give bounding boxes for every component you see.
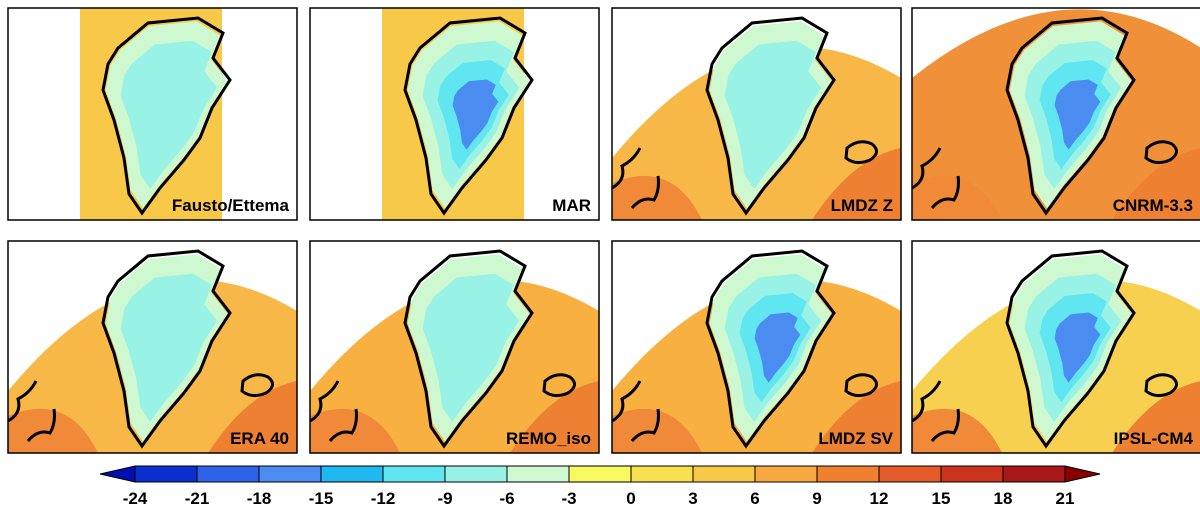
iceland (542, 373, 576, 398)
warm-region (1112, 148, 1200, 220)
canada-coast (912, 147, 960, 209)
iceland (240, 373, 274, 398)
ice-sheet-field (754, 312, 801, 383)
panel-border (911, 7, 1200, 221)
panel-border (309, 240, 600, 454)
panel-label: IPSL-CM4 (1114, 429, 1194, 448)
coastline (101, 249, 232, 449)
map-panel (912, 249, 1200, 453)
warm-region (912, 408, 1002, 453)
colorbar-bin (879, 466, 941, 482)
ice-sheet-field (422, 273, 520, 422)
colorbar-tick-label: 15 (932, 489, 951, 508)
map-panel (8, 249, 297, 453)
ice-sheet-field (452, 79, 499, 150)
panel-border (309, 7, 600, 221)
map-panel (912, 9, 1200, 220)
colorbar-tick-label: 3 (688, 489, 697, 508)
colorbar-tick-label: 12 (870, 489, 889, 508)
canada-coast (612, 147, 660, 209)
coastline (1005, 16, 1136, 216)
warm-region (912, 175, 1002, 220)
iceland (1144, 373, 1178, 398)
colorbar-tick-label: 6 (750, 489, 759, 508)
ice-sheet-field (724, 40, 822, 189)
warm-region (612, 175, 702, 220)
panel-border (911, 240, 1200, 454)
colorbar-tick-label: -9 (437, 489, 452, 508)
warm-region (208, 381, 297, 453)
warm-region (310, 408, 400, 453)
ice-sheet-field (120, 40, 218, 189)
warm-region (510, 381, 599, 453)
map-panel (612, 16, 901, 220)
colorbar-over (1064, 465, 1101, 483)
warm-region (1112, 381, 1200, 453)
panel-label: LMDZ SV (818, 429, 893, 448)
map-panel (310, 249, 599, 453)
colorbar-bin (507, 466, 569, 482)
ice-sheet-field (120, 273, 218, 422)
colorbar-tick-label: -18 (247, 489, 272, 508)
colorbar-bin (135, 466, 197, 482)
panel-label: Fausto/Ettema (172, 196, 290, 215)
coastline (705, 249, 836, 449)
colorbar-tick-label: 18 (994, 489, 1013, 508)
coastline (101, 16, 232, 216)
colorbar-under (99, 465, 136, 483)
panel-label: MAR (552, 196, 591, 215)
colorbar-tick-label: 9 (812, 489, 821, 508)
coastline (403, 16, 534, 216)
warm-region (8, 408, 98, 453)
coastline (705, 16, 836, 216)
colorbar-frame (134, 465, 1066, 483)
colorbar-tick-label: -15 (309, 489, 334, 508)
colorbar-tick-label: -24 (123, 489, 148, 508)
colorbar-bin (445, 466, 507, 482)
iceland (844, 140, 878, 165)
colorbar-bin (631, 466, 693, 482)
colorbar-bin (383, 466, 445, 482)
map-panel (612, 249, 901, 453)
canada-coast (8, 380, 56, 442)
colorbar-bin (321, 466, 383, 482)
warm-region (812, 381, 901, 453)
colorbar-bin (197, 466, 259, 482)
coastline (1005, 249, 1136, 449)
map-panel (80, 8, 232, 220)
panel-label: LMDZ Z (831, 196, 893, 215)
colorbar-tick-label: -6 (499, 489, 514, 508)
colorbar-bin (755, 466, 817, 482)
canada-coast (912, 380, 960, 442)
panel-label: REMO_iso (506, 429, 591, 448)
colorbar-tick-label: 0 (626, 489, 635, 508)
colorbar-bin (569, 466, 631, 482)
coastline (403, 249, 534, 449)
ice-sheet-field (1054, 79, 1101, 150)
colorbar-bin (259, 466, 321, 482)
canada-coast (612, 380, 660, 442)
warm-region (612, 408, 702, 453)
warm-region (812, 148, 901, 220)
iceland (844, 373, 878, 398)
colorbar-tick-label: -3 (561, 489, 576, 508)
colorbar-bin (693, 466, 755, 482)
ice-sheet-field (1054, 312, 1101, 383)
panel-label: ERA 40 (230, 429, 289, 448)
colorbar-bin (941, 466, 1003, 482)
colorbar-bin (817, 466, 879, 482)
panel-label: CNRM-3.3 (1113, 196, 1193, 215)
colorbar-bin (1003, 466, 1065, 482)
map-panel (382, 8, 534, 220)
colorbar-tick-label: 21 (1056, 489, 1075, 508)
colorbar-tick-label: -12 (371, 489, 396, 508)
panel-border (611, 7, 902, 221)
panel-border (7, 240, 298, 454)
panel-border (7, 7, 298, 221)
iceland (1144, 140, 1178, 165)
canada-coast (310, 380, 358, 442)
panel-border (611, 240, 902, 454)
colorbar-tick-label: -21 (185, 489, 210, 508)
